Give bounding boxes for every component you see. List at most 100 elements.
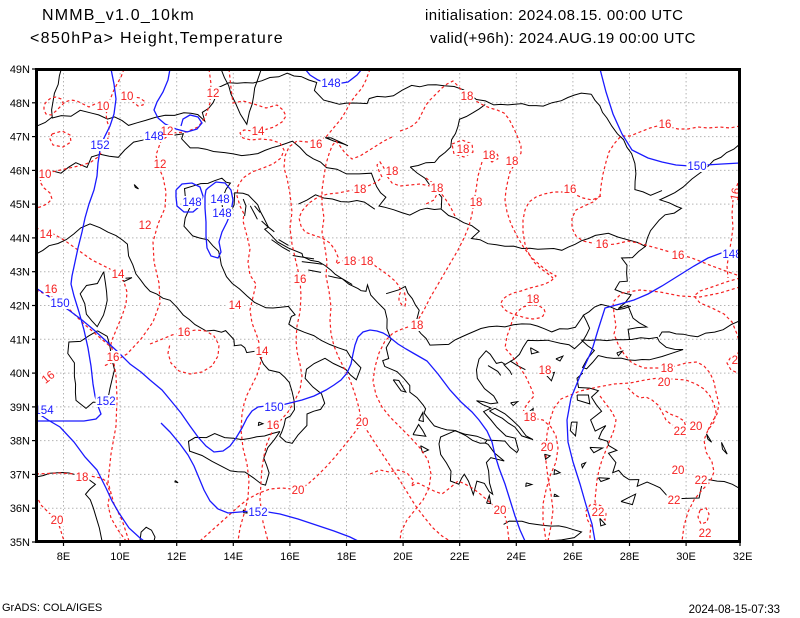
- svg-text:32E: 32E: [733, 551, 753, 563]
- svg-text:initialisation: 2024.08.15.: initialisation: 2024.08.15. 00:00 UTC: [425, 7, 683, 24]
- svg-text:35N: 35N: [10, 537, 30, 549]
- svg-text:8E: 8E: [57, 551, 70, 563]
- svg-text:10: 10: [121, 91, 134, 103]
- svg-text:16: 16: [107, 352, 120, 364]
- svg-text:150: 150: [687, 161, 706, 173]
- svg-text:22E: 22E: [450, 551, 470, 563]
- svg-text:44N: 44N: [10, 233, 30, 245]
- svg-text:39N: 39N: [10, 402, 30, 414]
- svg-text:20: 20: [494, 505, 507, 517]
- svg-text:148: 148: [182, 197, 201, 209]
- svg-text:14: 14: [256, 346, 269, 358]
- svg-text:148: 148: [144, 131, 163, 143]
- svg-text:20: 20: [658, 377, 671, 389]
- svg-text:12: 12: [207, 88, 220, 100]
- svg-text:16: 16: [294, 274, 307, 286]
- svg-text:18E: 18E: [337, 551, 357, 563]
- svg-text:41N: 41N: [10, 334, 30, 346]
- svg-text:12: 12: [154, 159, 167, 171]
- svg-text:18: 18: [386, 166, 399, 178]
- svg-text:18: 18: [457, 144, 470, 156]
- svg-text:148: 148: [210, 194, 229, 206]
- svg-text:18: 18: [470, 197, 483, 209]
- svg-text:18: 18: [411, 320, 424, 332]
- svg-text:152: 152: [96, 396, 115, 408]
- svg-text:28E: 28E: [620, 551, 640, 563]
- svg-text:NMMB_v1.0_10km: NMMB_v1.0_10km: [42, 7, 195, 24]
- svg-text:148: 148: [212, 208, 231, 220]
- svg-text:20: 20: [672, 465, 685, 477]
- svg-text:36N: 36N: [10, 503, 30, 515]
- svg-text:18: 18: [527, 294, 540, 306]
- svg-text:22: 22: [695, 475, 708, 487]
- svg-text:18: 18: [524, 412, 537, 424]
- svg-text:16: 16: [672, 250, 685, 262]
- svg-text:22: 22: [592, 507, 605, 519]
- svg-text:48N: 48N: [10, 98, 30, 110]
- svg-text:45N: 45N: [10, 199, 30, 211]
- svg-text:150: 150: [264, 402, 283, 414]
- svg-text:18: 18: [461, 91, 474, 103]
- svg-text:14E: 14E: [224, 551, 244, 563]
- svg-text:10: 10: [97, 101, 110, 113]
- svg-text:30E: 30E: [676, 551, 696, 563]
- svg-text:16E: 16E: [280, 551, 300, 563]
- svg-text:16: 16: [729, 187, 743, 202]
- svg-text:18: 18: [344, 256, 357, 268]
- svg-text:150: 150: [50, 298, 69, 310]
- svg-text:16: 16: [310, 139, 323, 151]
- svg-text:16: 16: [267, 420, 280, 432]
- svg-text:42N: 42N: [10, 301, 30, 313]
- svg-text:12: 12: [161, 126, 174, 138]
- svg-text:16: 16: [564, 184, 577, 196]
- svg-text:43N: 43N: [10, 267, 30, 279]
- svg-text:40N: 40N: [10, 368, 30, 380]
- svg-text:47N: 47N: [10, 132, 30, 144]
- svg-text:20: 20: [690, 421, 703, 433]
- svg-text:38N: 38N: [10, 436, 30, 448]
- svg-text:18: 18: [354, 184, 367, 196]
- svg-text:152: 152: [248, 507, 267, 519]
- svg-text:18: 18: [483, 150, 496, 162]
- svg-text:22: 22: [674, 426, 687, 438]
- svg-text:20: 20: [541, 442, 554, 454]
- svg-text:24E: 24E: [507, 551, 527, 563]
- svg-text:<850hPa> Height,Temperature: <850hPa> Height,Temperature: [30, 30, 284, 47]
- svg-text:18: 18: [539, 365, 552, 377]
- svg-text:26E: 26E: [563, 551, 583, 563]
- svg-text:18: 18: [661, 363, 674, 375]
- svg-text:49N: 49N: [10, 64, 30, 76]
- svg-text:18: 18: [361, 256, 374, 268]
- svg-text:10: 10: [39, 169, 52, 181]
- svg-text:148: 148: [722, 249, 741, 261]
- svg-text:22: 22: [699, 528, 712, 540]
- svg-text:20: 20: [51, 515, 64, 527]
- svg-text:22: 22: [668, 495, 681, 507]
- svg-text:16: 16: [178, 327, 191, 339]
- svg-text:valid(+96h): 2024.AUG.19 00:0: valid(+96h): 2024.AUG.19 00:00 UTC: [430, 30, 696, 47]
- svg-text:16: 16: [596, 239, 609, 251]
- svg-text:20: 20: [356, 417, 369, 429]
- svg-text:12: 12: [139, 220, 152, 232]
- svg-text:2024-08-15-07:33: 2024-08-15-07:33: [689, 604, 780, 616]
- svg-text:22: 22: [732, 355, 745, 367]
- svg-text:10E: 10E: [110, 551, 130, 563]
- svg-text:GrADS: COLA/IGES: GrADS: COLA/IGES: [2, 602, 102, 614]
- svg-text:18: 18: [76, 472, 89, 484]
- svg-text:20E: 20E: [393, 551, 413, 563]
- svg-text:14: 14: [252, 126, 265, 138]
- svg-text:152: 152: [90, 140, 109, 152]
- svg-text:14: 14: [229, 300, 242, 312]
- svg-text:16: 16: [659, 119, 672, 131]
- svg-text:16: 16: [45, 284, 58, 296]
- svg-text:148: 148: [321, 78, 340, 90]
- svg-text:18: 18: [431, 183, 444, 195]
- svg-text:14: 14: [112, 269, 125, 281]
- svg-text:12E: 12E: [167, 551, 187, 563]
- svg-text:46N: 46N: [10, 165, 30, 177]
- svg-text:37N: 37N: [10, 469, 30, 481]
- svg-text:154: 154: [34, 405, 54, 417]
- svg-text:20: 20: [292, 485, 305, 497]
- svg-text:14: 14: [40, 229, 53, 241]
- svg-text:18: 18: [506, 156, 519, 168]
